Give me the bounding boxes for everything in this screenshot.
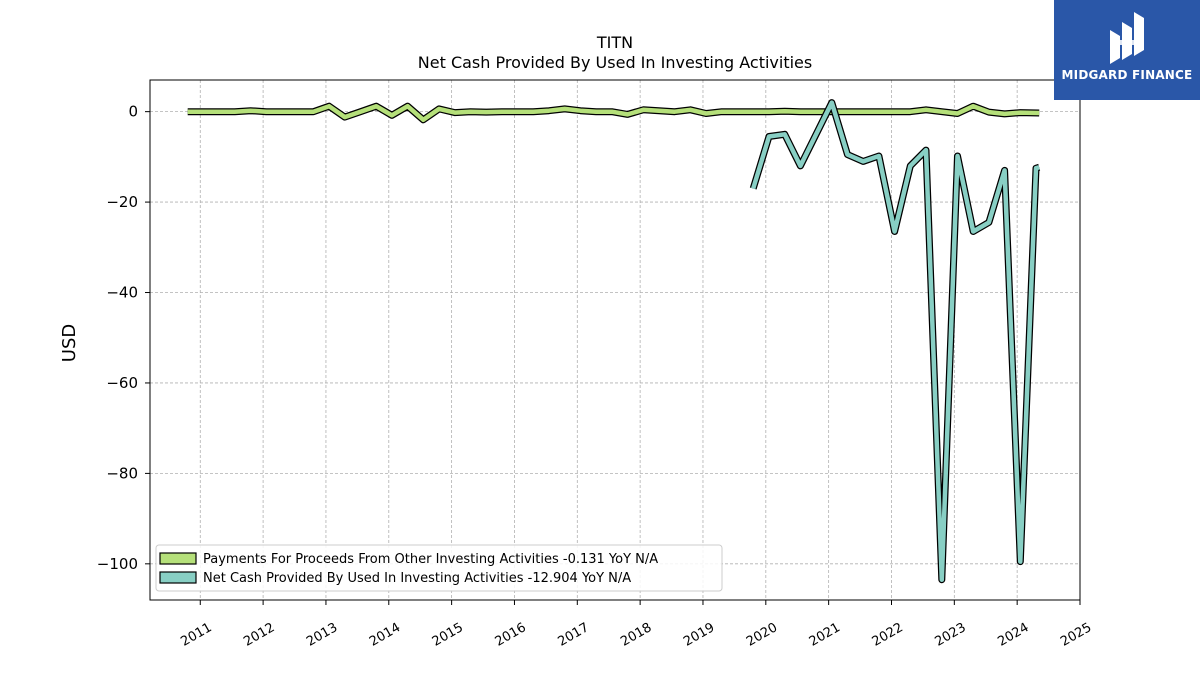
x-tick-label: 2020 xyxy=(744,620,780,650)
legend-swatch-1 xyxy=(159,552,197,565)
x-tick-label: 2025 xyxy=(1058,620,1094,650)
series-lines xyxy=(187,99,1041,584)
x-tick-label: 2013 xyxy=(304,620,340,650)
y-axis-label: USD xyxy=(59,324,80,362)
chart-subtitle: Net Cash Provided By Used In Investing A… xyxy=(418,53,812,72)
x-axis-ticks: 2011 2012 2013 2014 2015 2016 2017 2018 2019 2020… xyxy=(178,600,1094,650)
y-tick-label: −100 xyxy=(97,555,138,573)
series-line-1 xyxy=(187,103,1040,123)
series-outline-2 xyxy=(749,99,1041,584)
legend: Payments For Proceeds From Other Investi… xyxy=(155,544,723,592)
y-tick-label: −80 xyxy=(106,464,138,482)
x-tick-label: 2018 xyxy=(618,620,654,650)
legend-entry-1: Payments For Proceeds From Other Investi… xyxy=(203,552,658,567)
x-tick-label: 2021 xyxy=(807,620,843,650)
series-line-2 xyxy=(751,100,1040,582)
legend-entry-2: Net Cash Provided By Used In Investing A… xyxy=(203,571,631,586)
midgard-finance-logo: MIDGARD FINANCE xyxy=(1054,0,1200,100)
legend-box xyxy=(155,544,723,592)
y-axis-ticks: 0 −20 −40 −60 −80 −100 xyxy=(97,103,150,573)
x-tick-label: 2011 xyxy=(178,620,214,650)
x-tick-label: 2022 xyxy=(870,620,906,650)
x-tick-label: 2012 xyxy=(241,620,277,650)
midgard-logo-icon xyxy=(1110,12,1144,64)
brand-text: MIDGARD FINANCE xyxy=(1061,68,1193,82)
x-tick-label: 2019 xyxy=(681,620,717,650)
plot-area-frame xyxy=(149,79,1081,601)
x-tick-label: 2023 xyxy=(932,620,968,650)
y-tick-label: −60 xyxy=(106,374,138,392)
y-tick-label: 0 xyxy=(128,103,138,121)
x-tick-label: 2016 xyxy=(493,620,529,650)
x-tick-label: 2015 xyxy=(430,620,466,650)
x-tick-label: 2017 xyxy=(555,620,591,650)
y-tick-label: −40 xyxy=(106,284,138,302)
chart-title: TITN xyxy=(596,33,633,52)
y-tick-label: −20 xyxy=(106,193,138,211)
legend-swatch-2 xyxy=(159,571,197,584)
x-tick-label: 2024 xyxy=(995,620,1031,650)
x-tick-label: 2014 xyxy=(367,620,403,650)
